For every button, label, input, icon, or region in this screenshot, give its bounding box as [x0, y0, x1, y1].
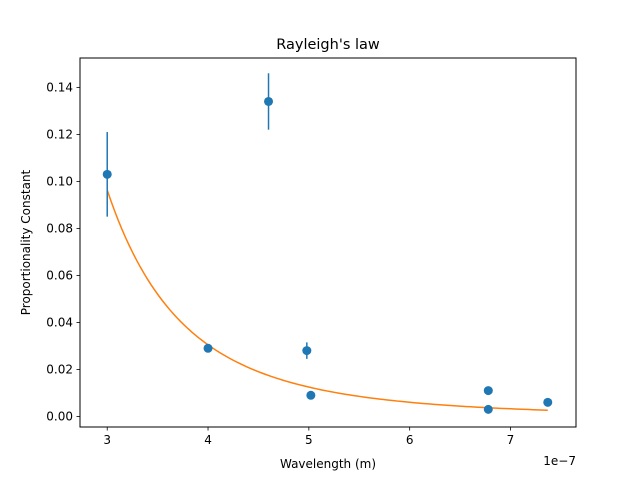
y-tick-label: 0.02 — [46, 363, 73, 377]
data-point — [306, 390, 316, 400]
data-point — [543, 397, 553, 407]
plot-background — [80, 58, 576, 427]
chart-title: Rayleigh's law — [276, 37, 380, 53]
x-offset-label: 1e−7 — [543, 454, 576, 468]
x-axis: 3 4 5 6 7 — [103, 427, 514, 447]
y-tick-label: 0.12 — [46, 128, 73, 142]
x-tick-label: 6 — [406, 433, 414, 447]
x-tick-label: 5 — [305, 433, 313, 447]
data-point — [203, 343, 213, 353]
x-tick-label: 4 — [204, 433, 212, 447]
points-layer — [102, 96, 553, 414]
x-tick-label: 7 — [507, 433, 515, 447]
y-tick-label: 0.10 — [46, 175, 73, 189]
data-point — [264, 96, 274, 106]
y-tick-label: 0.06 — [46, 269, 73, 283]
y-tick-label: 0.04 — [46, 316, 73, 330]
fit-layer — [106, 189, 548, 411]
data-point — [483, 404, 493, 414]
y-tick-label: 0.00 — [46, 410, 73, 424]
x-tick-label: 3 — [103, 433, 111, 447]
data-point — [483, 386, 493, 396]
y-tick-label: 0.08 — [46, 222, 73, 236]
data-point — [102, 169, 112, 179]
y-axis-label: Proportionality Constant — [19, 169, 33, 315]
y-tick-label: 0.14 — [46, 81, 73, 95]
plot-frame — [79, 57, 577, 428]
y-axis: 0.00 0.02 0.04 0.06 0.08 0.10 0.12 0.14 — [46, 81, 80, 424]
x-axis-label: Wavelength (m) — [280, 457, 376, 471]
fit-line — [106, 189, 548, 411]
data-point — [302, 346, 312, 356]
